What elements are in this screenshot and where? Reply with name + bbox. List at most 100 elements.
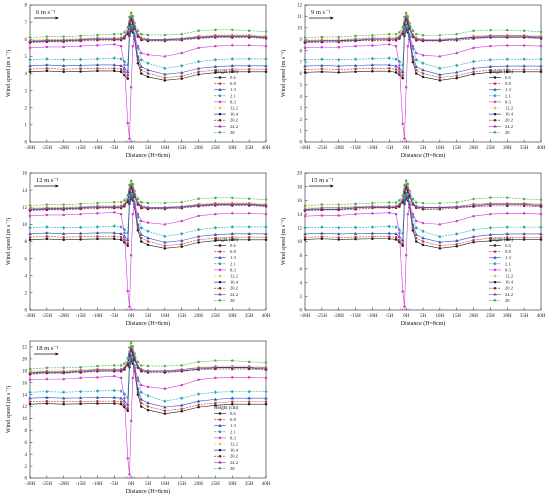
data-point <box>139 58 143 62</box>
data-point <box>119 70 123 74</box>
x-tick-label: -25H <box>317 146 328 151</box>
data-point <box>131 345 135 348</box>
legend-label: 12.2 <box>230 442 239 447</box>
legend-label: 0.8 <box>505 249 511 254</box>
data-point <box>180 63 184 68</box>
data-point <box>411 29 415 32</box>
data-point <box>401 201 405 204</box>
data-point <box>337 206 341 210</box>
chart-panel-12: 0 2 4 6 8 10 12 14 16 -30H -25H -20H -15H -10H -5H 0H 5H… <box>5 172 271 327</box>
legend-title: Height (cm) <box>214 238 239 243</box>
data-point <box>96 211 99 215</box>
data-point <box>180 36 184 40</box>
series-line <box>29 196 266 247</box>
data-point <box>455 76 458 80</box>
data-point <box>394 36 398 40</box>
data-point <box>398 70 401 74</box>
data-point <box>96 43 99 47</box>
data-point <box>406 182 410 186</box>
y-tick-label: 6 <box>300 72 303 77</box>
data-point <box>539 238 543 241</box>
data-point <box>488 202 493 206</box>
legend-marker <box>493 286 497 290</box>
data-point <box>231 43 234 47</box>
legend-entry: 20.2 <box>214 454 239 459</box>
data-point <box>131 14 135 18</box>
data-point <box>398 199 401 202</box>
data-point <box>146 72 150 75</box>
data-point <box>230 57 234 61</box>
data-point <box>488 58 493 62</box>
data-point <box>415 68 418 72</box>
legend-label: 1.3 <box>505 255 511 260</box>
data-point <box>136 364 140 368</box>
data-point <box>140 236 143 240</box>
data-point <box>78 368 83 372</box>
y-tick-label: 0 <box>300 141 303 146</box>
data-point <box>146 33 150 37</box>
legend-entry: 0.8 <box>214 249 236 254</box>
data-point <box>214 71 217 74</box>
data-point <box>539 35 543 39</box>
legend-entry: 24.2 <box>214 460 239 465</box>
data-point <box>506 236 509 239</box>
data-point <box>45 377 49 381</box>
data-point <box>146 243 150 247</box>
data-point <box>488 226 493 230</box>
data-point <box>45 206 49 210</box>
data-point <box>45 237 49 241</box>
data-point <box>522 232 526 236</box>
data-point <box>163 79 167 82</box>
legend-label: 20.2 <box>230 118 239 123</box>
data-point <box>133 367 136 371</box>
data-point <box>411 60 415 64</box>
data-point <box>79 402 82 406</box>
x-axis-label: Distance (H=8cm) <box>401 320 446 327</box>
data-point <box>79 34 82 38</box>
legend-entry: 28 <box>214 466 235 471</box>
data-point <box>45 235 49 238</box>
data-point <box>415 201 418 204</box>
legend-label: 0.8 <box>230 417 236 422</box>
x-tick-label: 10H <box>436 146 445 151</box>
data-point <box>62 63 66 67</box>
data-point <box>506 212 509 215</box>
data-point <box>411 54 415 58</box>
data-point <box>119 238 123 242</box>
x-tick-label: -30H <box>25 314 36 319</box>
x-tick-label: 0H <box>128 146 135 151</box>
x-tick-label: -5H <box>110 482 118 487</box>
data-point <box>488 34 493 38</box>
data-point <box>140 364 143 367</box>
data-point <box>401 30 405 34</box>
legend-label: 0.6 <box>505 243 511 248</box>
data-point <box>129 85 133 89</box>
data-point <box>62 402 65 406</box>
data-point <box>397 202 402 206</box>
legend-marker <box>493 255 497 259</box>
x-tick-label: 0H <box>128 482 135 487</box>
data-point <box>96 33 99 37</box>
data-point <box>489 44 492 48</box>
legend-marker <box>493 106 497 110</box>
data-point <box>394 212 398 216</box>
data-point <box>146 68 150 72</box>
data-point <box>45 399 49 403</box>
legend-marker <box>493 118 497 122</box>
data-point <box>438 208 442 211</box>
legend-label: 1.3 <box>230 423 236 428</box>
data-point <box>354 44 357 48</box>
data-point <box>62 203 65 206</box>
data-point <box>247 63 251 67</box>
data-point <box>136 197 140 200</box>
y-axis-label: Wind speed (m s⁻¹) <box>5 386 12 433</box>
data-point <box>146 221 150 224</box>
data-point <box>401 73 405 77</box>
data-point <box>247 57 251 61</box>
data-point <box>180 410 183 413</box>
data-point <box>79 400 82 403</box>
legend-label: 24.2 <box>230 124 239 129</box>
data-point <box>197 214 200 218</box>
y-axis-label: Wind speed (m s⁻¹) <box>5 50 12 97</box>
data-point <box>401 122 405 125</box>
